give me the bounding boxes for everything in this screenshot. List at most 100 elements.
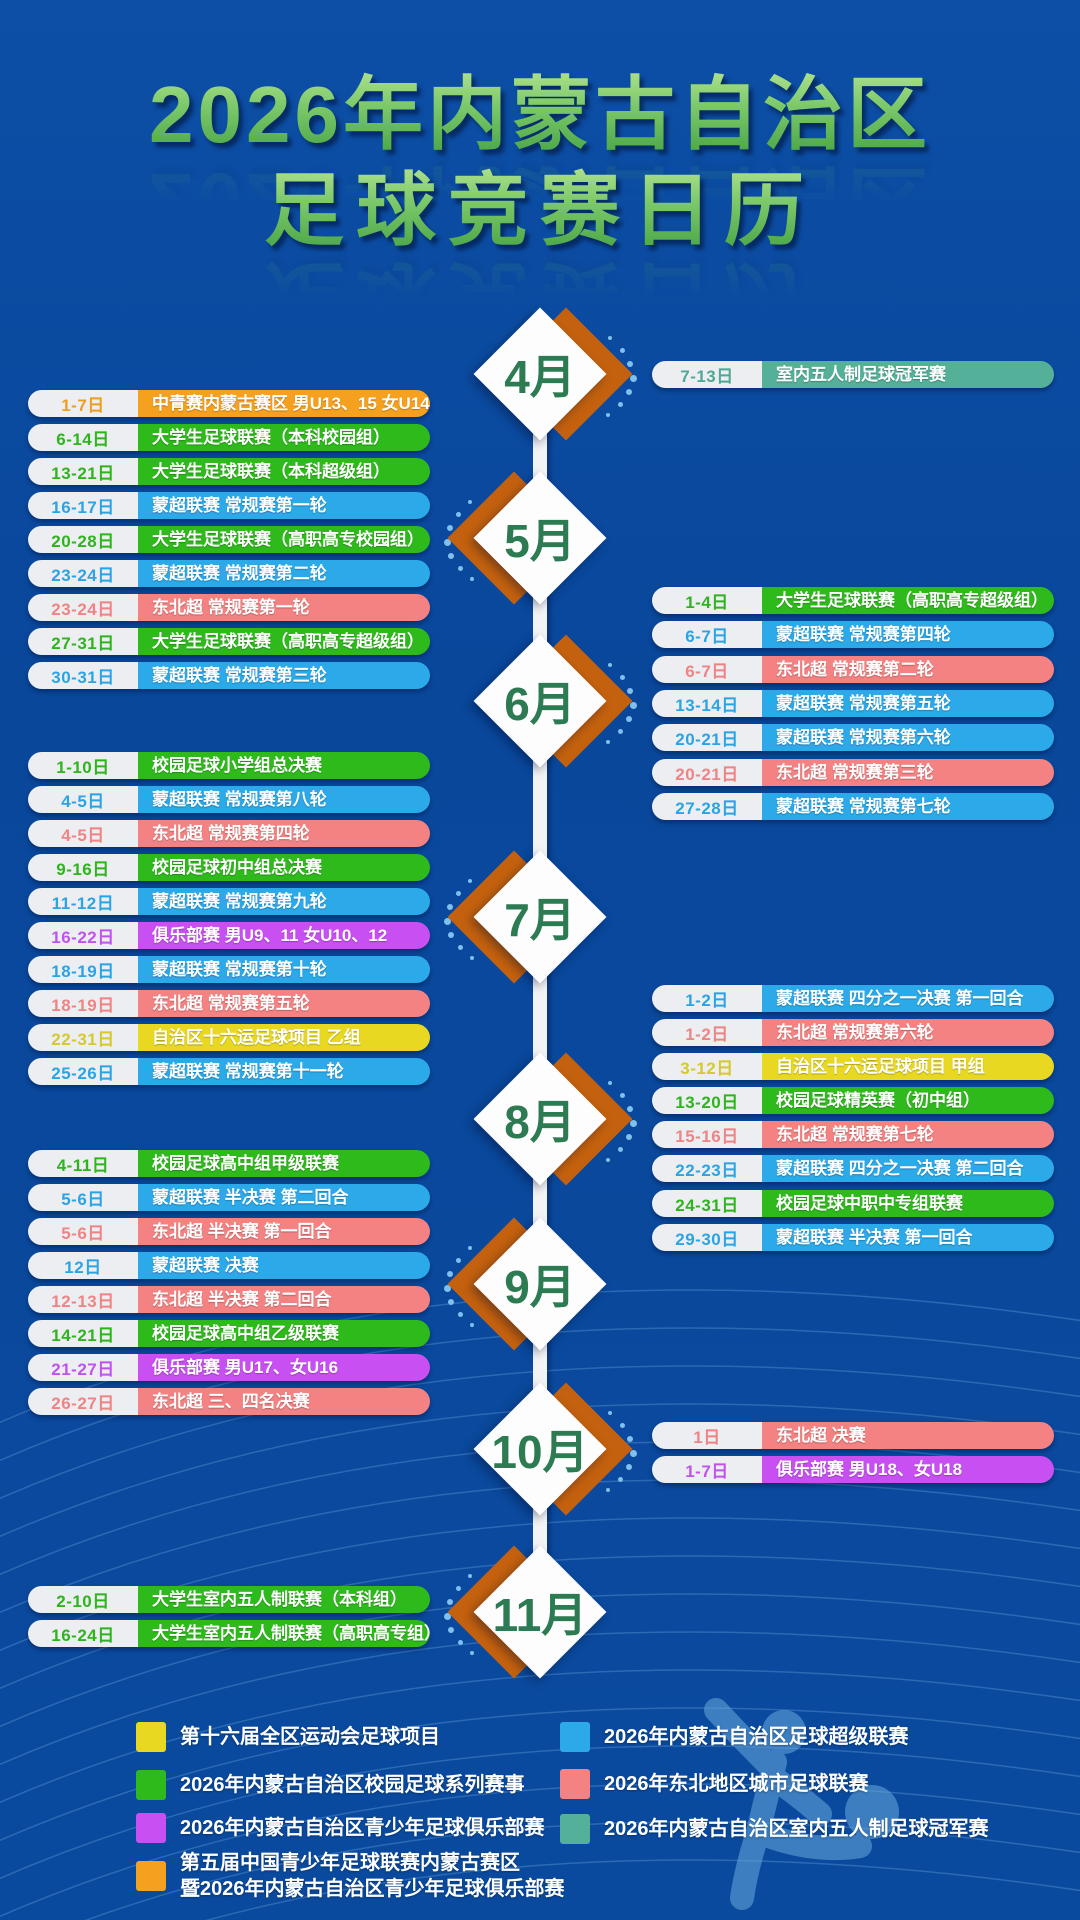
- event-date: 16-17日: [28, 492, 138, 519]
- event-label: 校园足球中职中专组联赛: [762, 1190, 1054, 1217]
- event-date: 13-14日: [652, 690, 762, 717]
- legend-swatch: [136, 1813, 166, 1843]
- legend-swatch: [560, 1722, 590, 1752]
- month-label: 7月: [504, 894, 576, 946]
- event-date: 4-5日: [28, 820, 138, 847]
- timeline-dot: [608, 663, 612, 667]
- event-bar: 27-28日 蒙超联赛 常规赛第七轮: [652, 793, 1054, 820]
- legend-label: 第五届中国青少年足球联赛内蒙古赛区 暨2026年内蒙古自治区青少年足球俱乐部赛: [180, 1852, 565, 1900]
- event-date: 22-31日: [28, 1024, 138, 1051]
- timeline-dot: [457, 944, 463, 950]
- event-date: 20-28日: [28, 526, 138, 553]
- timeline-dot: [627, 1436, 633, 1442]
- event-label: 大学生足球联赛（本科超级组）: [138, 458, 430, 485]
- month-label: 8月: [504, 1096, 576, 1148]
- event-label: 蒙超联赛 常规赛第二轮: [138, 560, 430, 587]
- event-bar: 1-10日 校园足球小学组总决赛: [28, 752, 430, 779]
- event-bar: 6-14日 大学生足球联赛（本科校园组）: [28, 424, 430, 451]
- football-player-silhouette: [704, 1698, 899, 1910]
- event-bar: 16-24日 大学生室内五人制联赛（高职高专组）: [28, 1620, 430, 1647]
- event-label: 东北超 常规赛第四轮: [138, 820, 430, 847]
- timeline-dot: [443, 917, 451, 925]
- timeline-dot: [470, 1651, 474, 1655]
- event-bar: 12日 蒙超联赛 决赛: [28, 1252, 430, 1279]
- event-date: 20-21日: [652, 724, 762, 751]
- legend-item: 2026年东北地区城市足球联赛: [560, 1769, 869, 1799]
- timeline-dot: [626, 1134, 632, 1140]
- event-bar: 6-7日 东北超 常规赛第二轮: [652, 656, 1054, 683]
- month-label: 11月: [492, 1589, 588, 1641]
- event-bar: 3-12日 自治区十六运足球项目 甲组: [652, 1053, 1054, 1080]
- event-date: 20-21日: [652, 759, 762, 786]
- event-label: 校园足球初中组总决赛: [138, 854, 430, 881]
- event-bar: 16-17日 蒙超联赛 常规赛第一轮: [28, 492, 430, 519]
- decor-line: [0, 1669, 1080, 1804]
- event-bar: 9-16日 校园足球初中组总决赛: [28, 854, 430, 881]
- event-date: 1日: [652, 1422, 762, 1449]
- event-label: 俱乐部赛 男U18、女U18: [762, 1456, 1054, 1483]
- event-bar: 1日 东北超 决赛: [652, 1422, 1054, 1449]
- event-date: 18-19日: [28, 990, 138, 1017]
- legend-item: 第五届中国青少年足球联赛内蒙古赛区 暨2026年内蒙古自治区青少年足球俱乐部赛: [136, 1850, 565, 1902]
- event-label: 自治区十六运足球项目 乙组: [138, 1024, 430, 1051]
- month-label: 10月: [491, 1426, 589, 1478]
- timeline-dot: [443, 1612, 451, 1620]
- timeline-dot: [447, 1599, 453, 1605]
- poster-title-line2: 足球竞赛日历: [0, 146, 1080, 262]
- legend-item: 2026年内蒙古自治区足球超级联赛: [560, 1722, 909, 1752]
- timeline-dot: [455, 1585, 461, 1591]
- event-label: 俱乐部赛 男U17、女U16: [138, 1354, 430, 1381]
- event-label: 蒙超联赛 四分之一决赛 第二回合: [762, 1155, 1054, 1182]
- event-bar: 15-16日 东北超 常规赛第七轮: [652, 1121, 1054, 1148]
- timeline-dot: [448, 553, 454, 559]
- decor-line: [84, 1821, 1080, 1920]
- event-label: 蒙超联赛 常规赛第四轮: [762, 621, 1054, 648]
- poster-title-line1: 2026年内蒙古自治区: [0, 50, 1080, 166]
- timeline-dot: [606, 740, 610, 744]
- event-bar: 1-7日 俱乐部赛 男U18、女U18: [652, 1456, 1054, 1483]
- timeline-dot: [448, 932, 454, 938]
- event-label: 大学生足球联赛（本科校园组）: [138, 424, 430, 451]
- event-bar: 4-5日 蒙超联赛 常规赛第八轮: [28, 786, 430, 813]
- event-label: 俱乐部赛 男U9、11 女U10、12: [138, 922, 430, 949]
- event-bar: 2-10日 大学生室内五人制联赛（本科组）: [28, 1586, 430, 1613]
- timeline-dot: [447, 904, 453, 910]
- event-bar: 18-19日 蒙超联赛 常规赛第十轮: [28, 956, 430, 983]
- event-date: 24-31日: [652, 1190, 762, 1217]
- timeline-dot: [617, 728, 623, 734]
- event-date: 16-24日: [28, 1620, 138, 1647]
- timeline-dot: [447, 525, 453, 531]
- event-date: 23-24日: [28, 594, 138, 621]
- legend-item: 2026年内蒙古自治区校园足球系列赛事: [136, 1770, 525, 1800]
- event-label: 蒙超联赛 四分之一决赛 第一回合: [762, 985, 1054, 1012]
- month-label: 6月: [504, 678, 576, 730]
- event-label: 蒙超联赛 半决赛 第一回合: [762, 1224, 1054, 1251]
- timeline-dot: [470, 956, 474, 960]
- month-label: 4月: [504, 351, 576, 403]
- event-label: 蒙超联赛 常规赛第五轮: [762, 690, 1054, 717]
- event-label: 大学生室内五人制联赛（本科组）: [138, 1586, 430, 1613]
- event-bar: 26-27日 东北超 三、四名决赛: [28, 1388, 430, 1415]
- event-bar: 13-20日 校园足球精英赛（初中组）: [652, 1087, 1054, 1114]
- event-label: 校园足球小学组总决赛: [138, 752, 430, 779]
- event-bar: 16-22日 俱乐部赛 男U9、11 女U10、12: [28, 922, 430, 949]
- event-label: 东北超 常规赛第六轮: [762, 1019, 1054, 1046]
- event-date: 3-12日: [652, 1053, 762, 1080]
- event-date: 5-6日: [28, 1184, 138, 1211]
- event-bar: 21-27日 俱乐部赛 男U17、女U16: [28, 1354, 430, 1381]
- legend-swatch: [136, 1770, 166, 1800]
- legend-item: 2026年内蒙古自治区室内五人制足球冠军赛: [560, 1814, 989, 1844]
- decor-line: [0, 1745, 1080, 1880]
- timeline-dot: [629, 1119, 637, 1127]
- timeline-dot: [617, 1146, 623, 1152]
- event-date: 21-27日: [28, 1354, 138, 1381]
- event-label: 蒙超联赛 常规赛第六轮: [762, 724, 1054, 751]
- event-date: 13-21日: [28, 458, 138, 485]
- event-label: 校园足球高中组甲级联赛: [138, 1150, 430, 1177]
- timeline-dot: [606, 1158, 610, 1162]
- event-label: 蒙超联赛 常规赛第九轮: [138, 888, 430, 915]
- event-bar: 27-31日 大学生足球联赛（高职高专超级组）: [28, 628, 430, 655]
- timeline-dot: [448, 1299, 454, 1305]
- event-date: 1-7日: [652, 1456, 762, 1483]
- event-bar: 23-24日 东北超 常规赛第一轮: [28, 594, 430, 621]
